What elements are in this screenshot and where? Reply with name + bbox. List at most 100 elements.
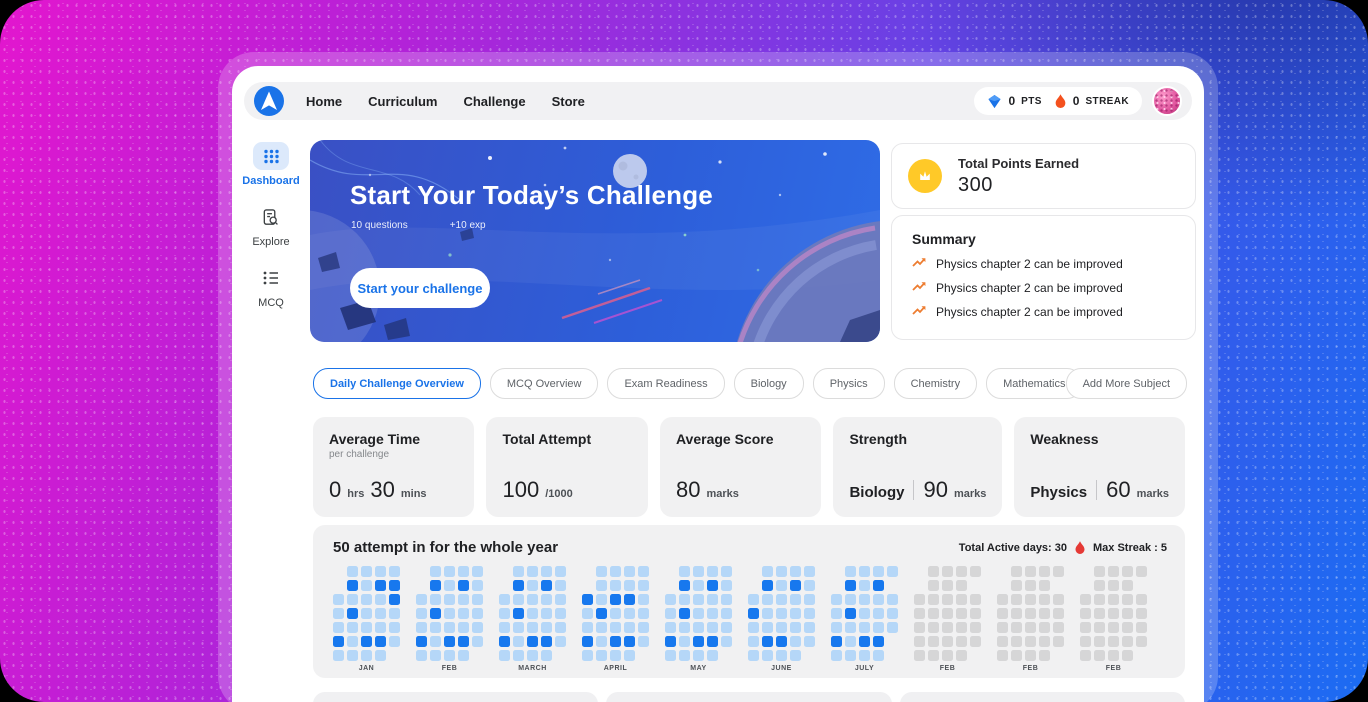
heatmap-cell[interactable] <box>375 636 386 647</box>
heatmap-cell[interactable] <box>679 580 690 591</box>
heatmap-cell[interactable] <box>1122 566 1133 577</box>
heatmap-cell[interactable] <box>472 580 483 591</box>
heatmap-cell[interactable] <box>527 594 538 605</box>
heatmap-cell[interactable] <box>707 580 718 591</box>
heatmap-cell[interactable] <box>665 594 676 605</box>
heatmap-cell[interactable] <box>472 622 483 633</box>
heatmap-cell[interactable] <box>555 594 566 605</box>
heatmap-cell[interactable] <box>776 636 787 647</box>
heatmap-cell[interactable] <box>762 608 773 619</box>
heatmap-cell[interactable] <box>679 566 690 577</box>
heatmap-cell[interactable] <box>928 636 939 647</box>
heatmap-cell[interactable] <box>762 580 773 591</box>
add-more-subject-button[interactable]: Add More Subject <box>1065 368 1187 399</box>
heatmap-cell[interactable] <box>970 566 981 577</box>
heatmap-cell[interactable] <box>1122 580 1133 591</box>
heatmap-cell[interactable] <box>1136 594 1147 605</box>
heatmap-cell[interactable] <box>914 594 925 605</box>
heatmap-cell[interactable] <box>1039 566 1050 577</box>
heatmap-cell[interactable] <box>416 608 427 619</box>
heatmap-cell[interactable] <box>596 650 607 661</box>
heatmap-cell[interactable] <box>762 636 773 647</box>
heatmap-cell[interactable] <box>499 622 510 633</box>
heatmap-cell[interactable] <box>541 594 552 605</box>
heatmap-cell[interactable] <box>942 566 953 577</box>
heatmap-cell[interactable] <box>1080 650 1091 661</box>
heatmap-cell[interactable] <box>928 580 939 591</box>
heatmap-cell[interactable] <box>1039 650 1050 661</box>
heatmap-cell[interactable] <box>596 608 607 619</box>
heatmap-cell[interactable] <box>541 608 552 619</box>
heatmap-cell[interactable] <box>1136 608 1147 619</box>
nav-item-store[interactable]: Store <box>551 93 585 109</box>
heatmap-cell[interactable] <box>693 580 704 591</box>
heatmap-cell[interactable] <box>582 636 593 647</box>
heatmap-cell[interactable] <box>596 594 607 605</box>
sidebar-item-mcq[interactable]: MCQ <box>253 264 289 309</box>
heatmap-cell[interactable] <box>361 566 372 577</box>
heatmap-cell[interactable] <box>748 622 759 633</box>
heatmap-cell[interactable] <box>541 580 552 591</box>
heatmap-cell[interactable] <box>859 580 870 591</box>
heatmap-cell[interactable] <box>389 566 400 577</box>
heatmap-cell[interactable] <box>1025 594 1036 605</box>
heatmap-cell[interactable] <box>1025 566 1036 577</box>
heatmap-cell[interactable] <box>527 608 538 619</box>
heatmap-cell[interactable] <box>624 636 635 647</box>
heatmap-cell[interactable] <box>499 608 510 619</box>
heatmap-cell[interactable] <box>430 636 441 647</box>
heatmap-cell[interactable] <box>845 594 856 605</box>
heatmap-cell[interactable] <box>970 594 981 605</box>
heatmap-cell[interactable] <box>1039 636 1050 647</box>
heatmap-cell[interactable] <box>1094 566 1105 577</box>
heatmap-cell[interactable] <box>513 608 524 619</box>
nav-item-home[interactable]: Home <box>306 93 343 109</box>
heatmap-cell[interactable] <box>997 594 1008 605</box>
heatmap-cell[interactable] <box>845 636 856 647</box>
heatmap-cell[interactable] <box>665 622 676 633</box>
heatmap-cell[interactable] <box>804 636 815 647</box>
heatmap-cell[interactable] <box>997 608 1008 619</box>
heatmap-cell[interactable] <box>693 594 704 605</box>
heatmap-cell[interactable] <box>513 622 524 633</box>
heatmap-cell[interactable] <box>790 622 801 633</box>
heatmap-cell[interactable] <box>582 650 593 661</box>
heatmap-cell[interactable] <box>721 622 732 633</box>
heatmap-cell[interactable] <box>859 608 870 619</box>
heatmap-cell[interactable] <box>707 622 718 633</box>
heatmap-cell[interactable] <box>845 622 856 633</box>
heatmap-cell[interactable] <box>472 636 483 647</box>
heatmap-cell[interactable] <box>361 594 372 605</box>
heatmap-cell[interactable] <box>638 580 649 591</box>
nav-item-challenge[interactable]: Challenge <box>463 93 526 109</box>
heatmap-cell[interactable] <box>582 594 593 605</box>
heatmap-cell[interactable] <box>1108 608 1119 619</box>
heatmap-cell[interactable] <box>693 608 704 619</box>
heatmap-cell[interactable] <box>873 622 884 633</box>
heatmap-cell[interactable] <box>845 608 856 619</box>
heatmap-cell[interactable] <box>721 580 732 591</box>
heatmap-cell[interactable] <box>333 636 344 647</box>
heatmap-cell[interactable] <box>707 608 718 619</box>
heatmap-cell[interactable] <box>1025 622 1036 633</box>
heatmap-cell[interactable] <box>762 566 773 577</box>
tab-mcq-overview[interactable]: MCQ Overview <box>489 368 599 399</box>
heatmap-cell[interactable] <box>1011 636 1022 647</box>
heatmap-cell[interactable] <box>333 594 344 605</box>
heatmap-cell[interactable] <box>375 566 386 577</box>
heatmap-cell[interactable] <box>541 636 552 647</box>
heatmap-cell[interactable] <box>444 636 455 647</box>
heatmap-cell[interactable] <box>582 608 593 619</box>
heatmap-cell[interactable] <box>513 594 524 605</box>
heatmap-cell[interactable] <box>804 566 815 577</box>
heatmap-cell[interactable] <box>1011 566 1022 577</box>
heatmap-cell[interactable] <box>831 608 842 619</box>
heatmap-cell[interactable] <box>762 594 773 605</box>
start-challenge-button[interactable]: Start your challenge <box>350 268 490 308</box>
heatmap-cell[interactable] <box>444 580 455 591</box>
heatmap-cell[interactable] <box>596 566 607 577</box>
heatmap-cell[interactable] <box>1094 594 1105 605</box>
heatmap-cell[interactable] <box>1094 580 1105 591</box>
heatmap-cell[interactable] <box>762 622 773 633</box>
heatmap-cell[interactable] <box>1053 566 1064 577</box>
